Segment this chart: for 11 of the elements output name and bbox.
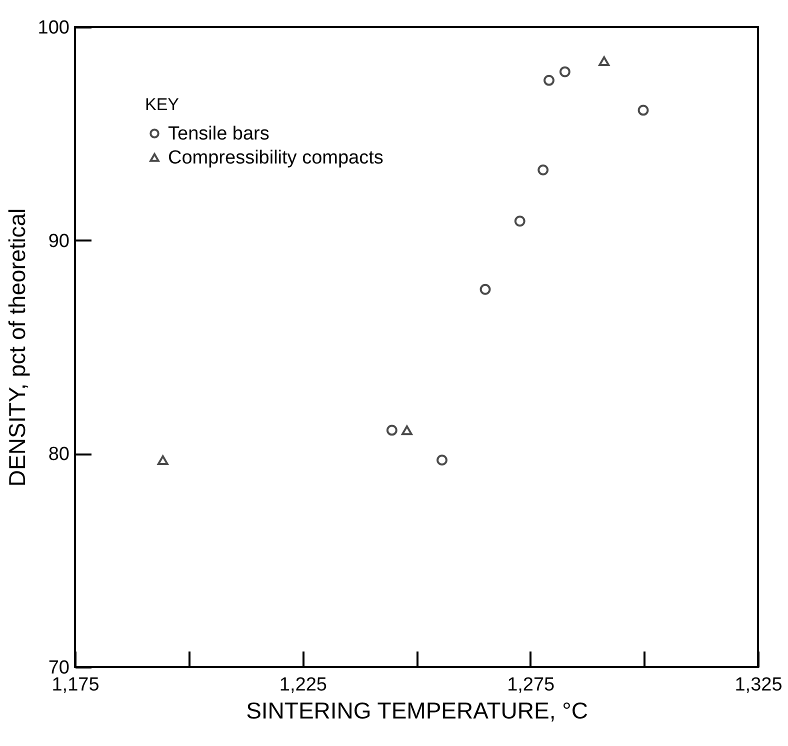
legend-label: Tensile bars (168, 124, 270, 144)
y-tick-label: 90 (48, 230, 70, 252)
x-tick-label: 1,325 (734, 674, 782, 696)
x-axis-title: SINTERING TEMPERATURE, °C (246, 698, 588, 724)
x-tick-label: 1,225 (279, 674, 327, 696)
x-tick-label: 1,275 (507, 674, 555, 696)
y-tick-label: 80 (48, 444, 70, 466)
y-tick-label: 100 (38, 18, 70, 38)
y-axis-title: DENSITY, pct of theoretical (4, 208, 30, 487)
legend-label: Compressibility compacts (168, 148, 384, 168)
legend-title: KEY (145, 95, 180, 114)
